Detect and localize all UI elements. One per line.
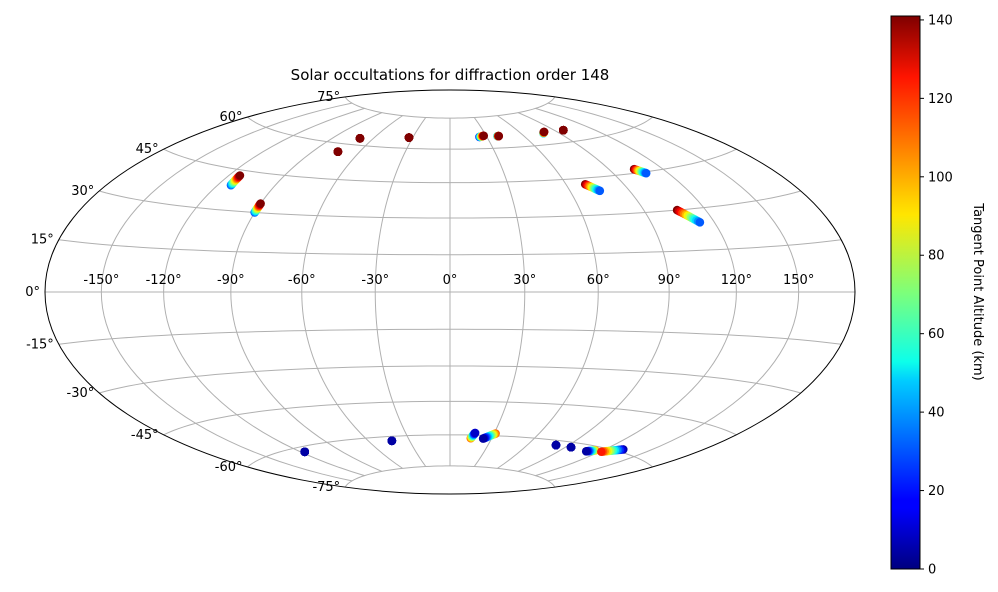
latitude-tick-label: 30° (71, 184, 94, 199)
colorbar-tick-label: 20 (928, 484, 945, 499)
occultation-point (478, 434, 488, 443)
occultation-point (641, 168, 651, 178)
latitude-tick-label: 75° (317, 90, 340, 105)
occultation-point (333, 147, 343, 156)
parallel-line (163, 400, 737, 436)
data-points (226, 125, 705, 457)
graticule (45, 96, 855, 488)
occultation-point (559, 125, 568, 135)
occultation-point (404, 133, 414, 142)
longitude-tick-label: -120° (146, 273, 182, 288)
occultation-point (235, 171, 245, 180)
map-axes: Solar occultations for diffraction order… (25, 66, 856, 495)
parallel-line (247, 116, 653, 150)
longitude-tick-label: 150° (783, 273, 814, 288)
chart-title: Solar occultations for diffraction order… (291, 66, 610, 84)
longitude-tick-label: -30° (361, 273, 389, 288)
occultation-point (551, 440, 561, 450)
latitude-tick-label: -15° (26, 337, 54, 352)
parallel-line (344, 465, 556, 488)
parallel-line (99, 190, 801, 219)
colorbar-gradient (890, 15, 921, 570)
colorbar-ticks: 0 20 40 60 80 100 120 140 (920, 13, 953, 578)
colorbar-tick-label: 140 (928, 13, 953, 28)
occultation-point (581, 447, 591, 456)
longitude-tick-label: -90° (217, 273, 245, 288)
colorbar-tick-label: 120 (928, 92, 953, 107)
occultation-point (494, 131, 504, 141)
colorbar-label: Tangent Point Altitude (km) (970, 202, 985, 380)
occultation-point (597, 447, 606, 457)
occultation-point (479, 131, 489, 141)
colorbar-tick-label: 0 (928, 563, 936, 578)
parallel-line (58, 328, 842, 345)
latitude-tick-label: 60° (219, 110, 242, 125)
occultation-point (387, 436, 397, 446)
colorbar-tick-label: 60 (928, 327, 945, 342)
occultation-point (695, 218, 705, 227)
latitude-tick-label: 0° (25, 285, 40, 300)
occultation-point (300, 447, 310, 457)
map-outline (44, 89, 856, 495)
occultation-point (256, 199, 265, 208)
longitude-tick-label: -150° (83, 273, 119, 288)
occultation-point (355, 134, 365, 143)
longitude-tick-label: 0° (443, 273, 458, 288)
latitude-tick-label: -60° (215, 460, 243, 475)
longitude-tick-label: 30° (513, 273, 536, 288)
longitude-tick-labels: -150° -120° -90° -60° -30° 0° 30° 60° 90° 120° 150… (83, 273, 814, 288)
longitude-tick-label: 120° (721, 273, 752, 288)
latitude-tick-label: 15° (31, 233, 54, 248)
latitude-tick-label: 45° (136, 142, 159, 157)
longitude-tick-label: 60° (587, 273, 610, 288)
colorbar-tick-label: 80 (928, 249, 945, 264)
occultation-point (539, 127, 549, 137)
colorbar-tick-label: 40 (928, 406, 945, 421)
latitude-tick-label: -30° (67, 386, 95, 401)
parallel-line (163, 148, 737, 184)
parallel-line (58, 239, 842, 256)
occultation-point (470, 428, 480, 438)
latitude-tick-label: -75° (312, 480, 340, 495)
latitude-tick-labels: 75° 60° 45° 30° 15° 0° -15° -30° -45° -60° -75° (25, 90, 340, 495)
occultation-point (595, 186, 605, 196)
longitude-tick-label: -60° (288, 273, 316, 288)
parallel-line (344, 96, 556, 119)
parallel-line (99, 365, 801, 394)
longitude-tick-label: 90° (658, 273, 681, 288)
colorbar-tick-label: 100 (928, 170, 953, 185)
colorbar: 0 20 40 60 80 100 120 140 Tangent Point Altitud… (890, 13, 985, 578)
occultation-point (566, 442, 576, 452)
latitude-tick-label: -45° (131, 428, 159, 443)
